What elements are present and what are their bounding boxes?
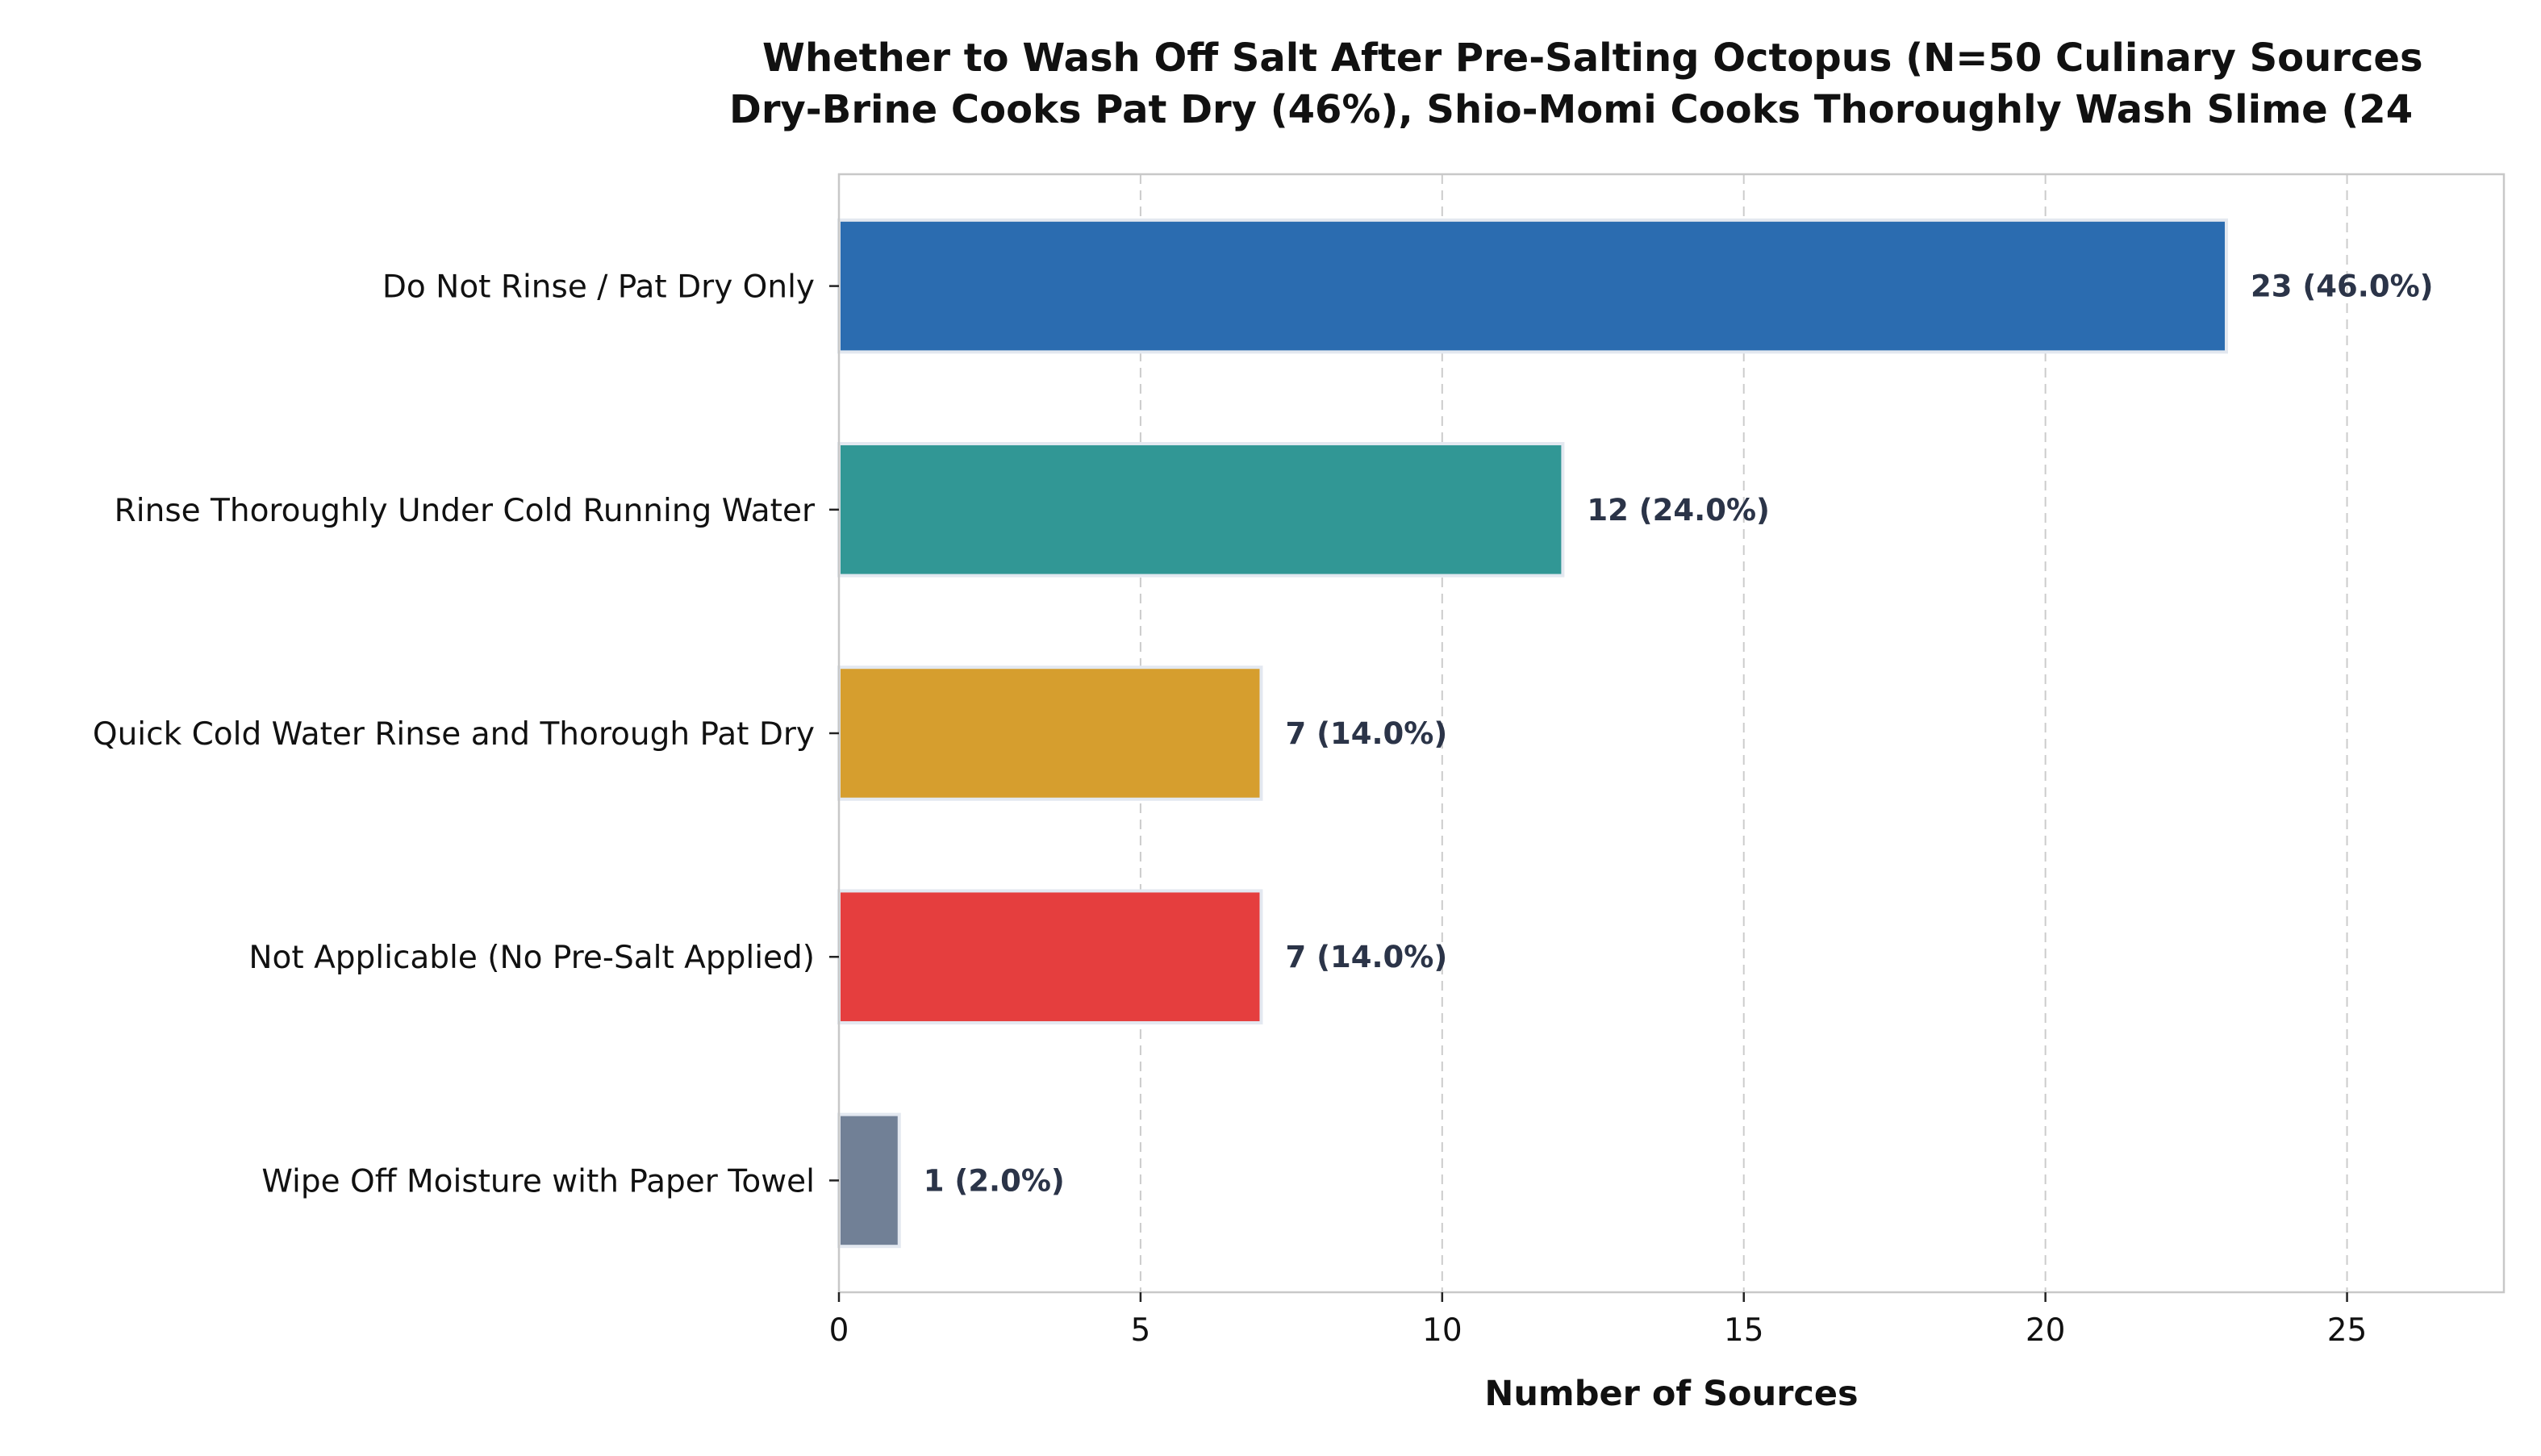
- bar-value-label: 12 (24.0%): [1587, 493, 1770, 528]
- x-tick-label: 10: [1422, 1312, 1462, 1349]
- x-tick-label: 5: [1130, 1312, 1150, 1349]
- bar-value-label: 23 (46.0%): [2251, 269, 2434, 304]
- bar-4[interactable]: [837, 889, 1263, 1024]
- x-tick-label: 15: [1724, 1312, 1764, 1349]
- bar-value-label: 7 (14.0%): [1285, 940, 1447, 974]
- bar-value-label: 7 (14.0%): [1285, 716, 1447, 751]
- bar-layer: 23 (46.0%) 12 (24.0%) 7 (14.0%) 7 (14.0%) 1 …: [837, 218, 2434, 1249]
- category-label: Quick Cold Water Rinse and Thorough Pat …: [93, 716, 815, 753]
- bar-2[interactable]: [837, 442, 1565, 578]
- x-tick-label: 20: [2026, 1312, 2066, 1349]
- x-axis-title: Number of Sources: [1484, 1374, 1858, 1414]
- chart-title: Whether to Wash Off Salt After Pre-Salti…: [762, 35, 2423, 81]
- category-label: Wipe Off Moisture with Paper Towel: [261, 1163, 815, 1199]
- category-label: Do Not Rinse / Pat Dry Only: [382, 269, 815, 306]
- bar-1[interactable]: [837, 218, 2228, 354]
- bar-5[interactable]: [837, 1112, 901, 1249]
- category-label: Rinse Thoroughly Under Cold Running Wate…: [115, 493, 816, 529]
- x-tick-label: 25: [2327, 1312, 2368, 1349]
- x-tick-label: 0: [829, 1312, 849, 1349]
- category-label: Not Applicable (No Pre-Salt Applied): [248, 940, 815, 976]
- grid-layer: [1139, 174, 2348, 1292]
- axis-layer: 0 5 10 15 20 25 Do Not Rinse / Pat Dry Only Rin…: [93, 269, 2367, 1349]
- bar-value-label: 1 (2.0%): [924, 1163, 1065, 1198]
- bar-3[interactable]: [837, 665, 1263, 801]
- chart-subtitle: Dry-Brine Cooks Pat Dry (46%), Shio-Momi…: [729, 87, 2413, 132]
